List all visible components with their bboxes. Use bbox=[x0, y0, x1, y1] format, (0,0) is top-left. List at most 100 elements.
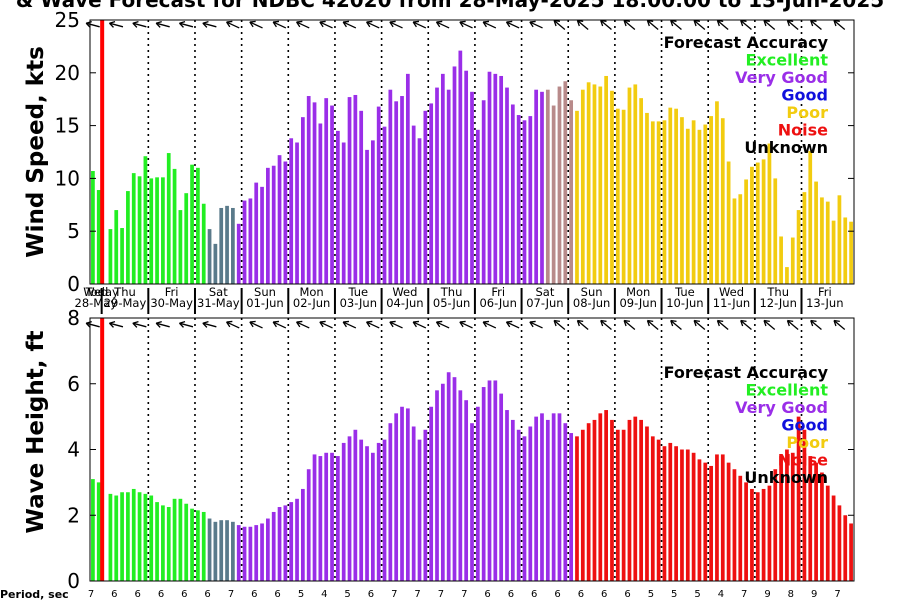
direction-arrow bbox=[670, 19, 682, 30]
data-bar bbox=[645, 426, 649, 581]
data-bar bbox=[108, 493, 113, 581]
data-bar bbox=[196, 510, 200, 581]
direction-arrow bbox=[249, 320, 263, 329]
direction-arrow bbox=[716, 19, 729, 30]
data-bar bbox=[411, 426, 416, 581]
period-value: 5 bbox=[694, 589, 700, 600]
data-bar bbox=[312, 102, 317, 285]
legend-heading: Forecast Accuracy bbox=[664, 33, 829, 52]
data-bar bbox=[231, 521, 235, 581]
data-bar bbox=[831, 220, 836, 284]
data-bar bbox=[266, 167, 270, 284]
now-line bbox=[100, 318, 105, 581]
data-bar bbox=[697, 129, 702, 284]
data-bar bbox=[656, 121, 661, 284]
data-bar bbox=[388, 89, 393, 284]
data-bar bbox=[557, 413, 562, 581]
data-bar bbox=[726, 462, 731, 581]
data-bar bbox=[470, 423, 474, 581]
data-bar bbox=[423, 429, 428, 581]
direction-arrow bbox=[435, 320, 450, 329]
data-bar bbox=[697, 459, 702, 581]
data-bar bbox=[487, 71, 492, 285]
direction-arrow bbox=[740, 19, 752, 30]
data-bar bbox=[598, 86, 603, 284]
data-bar bbox=[715, 454, 719, 581]
data-bar bbox=[808, 150, 813, 284]
data-bar bbox=[785, 449, 789, 581]
data-bar bbox=[610, 90, 614, 284]
direction-arrow bbox=[459, 320, 473, 329]
period-value: 6 bbox=[624, 589, 630, 600]
data-bar bbox=[639, 98, 643, 284]
period-value: 6 bbox=[181, 589, 187, 600]
data-bar bbox=[464, 70, 469, 284]
data-bar bbox=[464, 400, 469, 581]
direction-arrow bbox=[296, 20, 310, 29]
direction-arrow bbox=[786, 19, 799, 30]
data-bar bbox=[248, 526, 253, 581]
direction-arrow bbox=[178, 320, 194, 328]
data-bar bbox=[242, 200, 247, 284]
day-name-label: Wed bbox=[719, 285, 744, 299]
data-bar bbox=[213, 521, 218, 581]
data-bar bbox=[569, 433, 574, 581]
now-label: Today bbox=[85, 285, 119, 299]
data-bar bbox=[563, 81, 568, 284]
data-bar bbox=[318, 456, 323, 581]
data-bar bbox=[149, 495, 154, 581]
period-value: 6 bbox=[274, 589, 280, 600]
data-bar bbox=[481, 100, 486, 284]
data-bar bbox=[627, 419, 632, 581]
data-bar bbox=[347, 97, 352, 284]
data-bar bbox=[779, 236, 783, 284]
data-bar bbox=[143, 493, 148, 581]
data-bar bbox=[802, 192, 807, 284]
legend-item: Poor bbox=[786, 103, 828, 122]
data-bar bbox=[219, 207, 224, 284]
data-bar bbox=[522, 120, 527, 284]
data-bar bbox=[190, 508, 194, 581]
data-bar bbox=[370, 140, 375, 284]
period-value: 7 bbox=[391, 589, 397, 600]
data-bar bbox=[680, 449, 684, 581]
period-value: 7 bbox=[741, 589, 747, 600]
data-bar bbox=[598, 413, 603, 581]
legend-heading: Forecast Accuracy bbox=[664, 363, 829, 382]
legend-item: Poor bbox=[786, 433, 828, 452]
data-bar bbox=[773, 469, 778, 581]
data-bar bbox=[779, 456, 783, 581]
data-bar bbox=[283, 161, 288, 284]
y-tick-label: 0 bbox=[67, 569, 80, 593]
day-date-label: 31-May bbox=[197, 296, 240, 310]
data-bar bbox=[499, 75, 504, 284]
data-bar bbox=[516, 429, 521, 581]
direction-arrow bbox=[740, 319, 752, 330]
data-bar bbox=[790, 237, 795, 284]
direction-arrow bbox=[412, 320, 427, 329]
direction-arrow bbox=[366, 20, 380, 29]
direction-arrow bbox=[646, 19, 659, 30]
period-value: 6 bbox=[578, 589, 584, 600]
day-date-label: 08-Jun bbox=[573, 296, 610, 310]
data-bar bbox=[149, 178, 154, 284]
data-bar bbox=[126, 191, 130, 284]
data-bar bbox=[417, 138, 422, 284]
data-bar bbox=[242, 526, 247, 581]
data-bar bbox=[604, 75, 608, 284]
period-value: 4 bbox=[718, 589, 724, 600]
data-bar bbox=[528, 426, 533, 581]
period-value: 7 bbox=[228, 589, 234, 600]
direction-arrow bbox=[693, 319, 706, 330]
data-bar bbox=[487, 380, 492, 581]
day-name-label: Sun bbox=[254, 285, 276, 299]
day-date-label: 13-Jun bbox=[806, 296, 843, 310]
data-bar bbox=[96, 190, 101, 284]
data-bar bbox=[615, 429, 620, 581]
data-bar bbox=[388, 423, 393, 581]
day-date-label: 30-May bbox=[150, 296, 193, 310]
y-tick-label: 10 bbox=[55, 166, 80, 190]
day-date-label: 05-Jun bbox=[433, 296, 470, 310]
data-bar bbox=[820, 197, 824, 284]
